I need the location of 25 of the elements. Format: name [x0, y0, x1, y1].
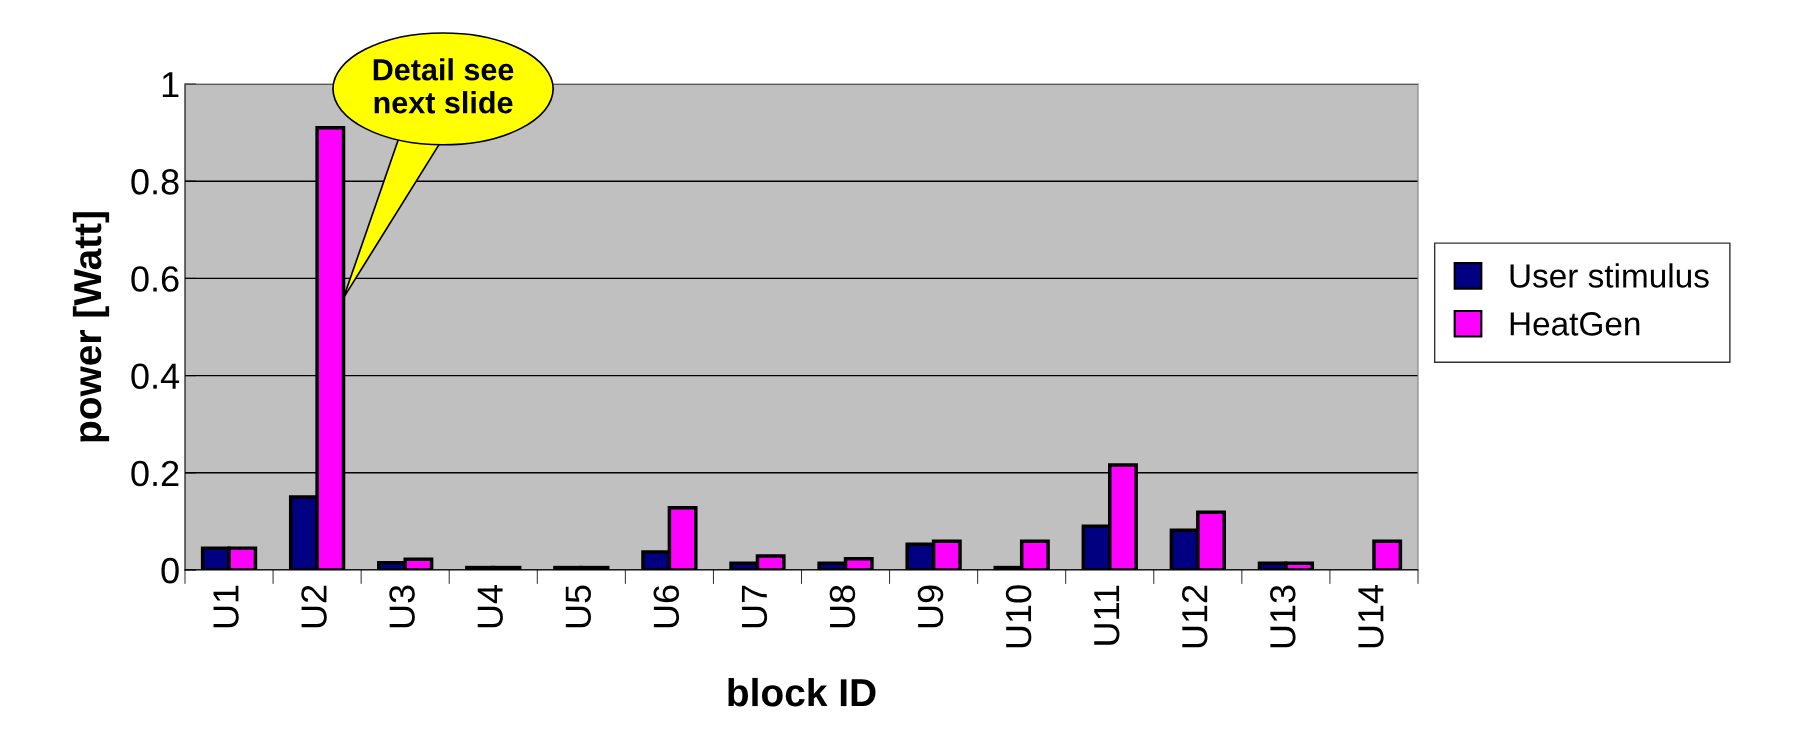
x-tick-label: U5 [565, 585, 592, 628]
y-tick-label: 0.2 [131, 460, 179, 487]
y-axis-title: power [Watt] [72, 212, 110, 442]
y-tick-label: 0 [161, 557, 179, 584]
x-tick-label: U6 [653, 585, 680, 628]
x-tick-label: U4 [477, 584, 503, 628]
x-tick-label: U10 [1005, 585, 1032, 648]
y-tick-label: 0.8 [131, 169, 179, 195]
x-tick-label: U9 [917, 585, 944, 628]
legend-label: HeatGen [1510, 312, 1640, 336]
x-tick-label: U1 [213, 585, 239, 628]
x-tick-label: U8 [829, 585, 856, 628]
x-tick-label: U12 [1181, 585, 1208, 648]
x-tick-label: U13 [1270, 585, 1296, 648]
y-tick-label: 1 [162, 72, 179, 98]
x-tick-label: U3 [389, 585, 415, 628]
y-tick-label: 0.6 [131, 266, 179, 292]
x-tick-label: U2 [301, 585, 327, 628]
annotation: Detail see next slide [373, 58, 514, 114]
x-axis-title: block ID [728, 677, 876, 707]
x-tick-label: U7 [741, 585, 768, 628]
x-tick-label: U11 [1094, 585, 1120, 645]
x-tick-label: U14 [1358, 584, 1384, 648]
y-tick-label: 0.4 [131, 363, 180, 390]
legend-label: User stimulus [1510, 263, 1709, 288]
